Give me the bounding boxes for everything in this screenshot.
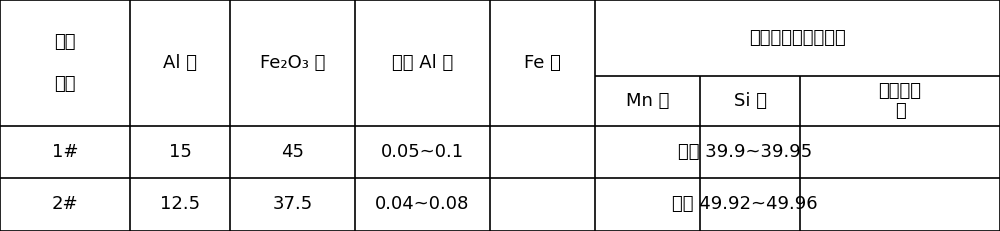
Text: 成分

组别: 成分 组别 [54,33,76,93]
Text: 2#: 2# [52,195,78,213]
Text: Mn 粉: Mn 粉 [626,92,669,110]
Text: 合计 49.92~49.96: 合计 49.92~49.96 [672,195,818,213]
Text: 45: 45 [281,143,304,161]
Text: 0.04~0.08: 0.04~0.08 [375,195,470,213]
Text: Si 粉: Si 粉 [734,92,767,110]
Text: 0.05~0.1: 0.05~0.1 [381,143,464,161]
Text: 合计 39.9~39.95: 合计 39.9~39.95 [678,143,812,161]
Text: 1#: 1# [52,143,78,161]
Text: Fe₂O₃ 粉: Fe₂O₃ 粉 [260,54,325,72]
Text: 15: 15 [169,143,191,161]
Text: 其他金属
粉: 其他金属 粉 [879,82,922,120]
Text: Fe 粉: Fe 粉 [524,54,561,72]
Text: Al 粉: Al 粉 [163,54,197,72]
Text: 按钉种成分要求配加: 按钉种成分要求配加 [749,29,846,47]
Text: 过量 Al 粉: 过量 Al 粉 [392,54,453,72]
Text: 37.5: 37.5 [272,195,313,213]
Text: 12.5: 12.5 [160,195,200,213]
